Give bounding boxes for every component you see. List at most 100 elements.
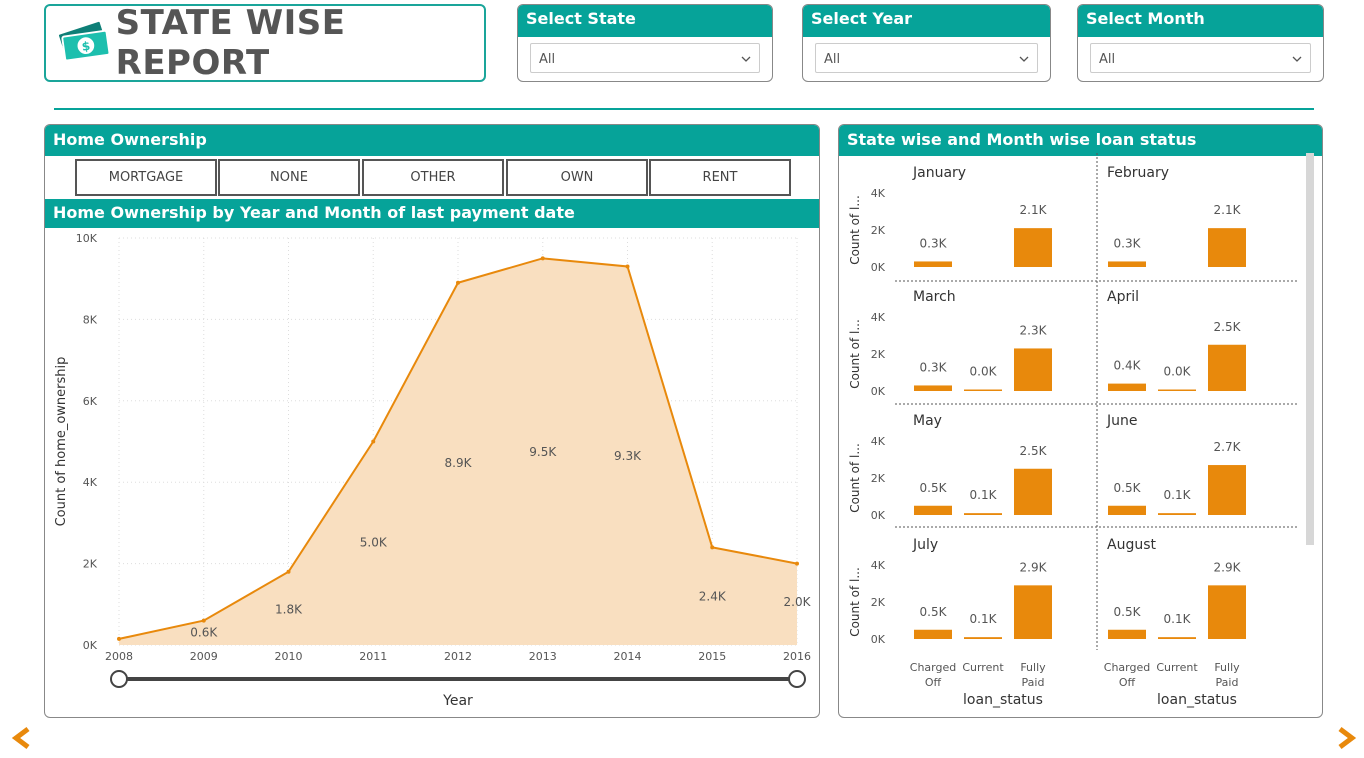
month-slicer-label: Select Month: [1078, 5, 1323, 37]
y-axis-title: Count of l...: [848, 195, 862, 265]
range-slider-start-handle[interactable]: [110, 670, 128, 688]
svg-text:$: $: [81, 39, 91, 54]
panel-month-label: April: [1107, 289, 1139, 305]
bar-data-label: 2.7K: [1214, 440, 1242, 454]
panel-month-label: February: [1107, 165, 1169, 181]
data-label: 9.3K: [614, 449, 642, 463]
bar: [1208, 585, 1246, 639]
data-label: 2.4K: [699, 589, 727, 603]
data-point: [117, 636, 121, 641]
x-tick-label: 2015: [698, 650, 726, 663]
bar-data-label: 0.1K: [970, 488, 998, 502]
x-tick-label: Paid: [1022, 676, 1045, 689]
x-tick-label: Off: [1119, 676, 1136, 689]
y-tick-label: 2K: [871, 596, 886, 609]
y-tick-label: 0K: [83, 639, 98, 652]
bar: [964, 389, 1002, 391]
x-axis-title: Year: [442, 693, 473, 709]
x-tick-label: 2016: [783, 650, 811, 663]
y-tick-label: 2K: [871, 472, 886, 485]
money-icon: $: [57, 20, 111, 62]
ownership-button-rent[interactable]: RENT: [649, 159, 791, 196]
bar: [1108, 383, 1146, 391]
state-dropdown-value: All: [539, 52, 556, 67]
data-label: 8.9K: [445, 456, 473, 470]
bar: [1014, 228, 1052, 267]
range-slider-end-handle[interactable]: [788, 670, 806, 688]
year-slicer: Select Year All: [802, 4, 1051, 82]
previous-page-icon[interactable]: [10, 726, 32, 750]
data-point: [201, 618, 206, 623]
chevron-down-icon: [1019, 56, 1029, 62]
x-axis-title: loan_status: [963, 692, 1043, 708]
bar: [1158, 513, 1196, 515]
state-dropdown[interactable]: All: [530, 43, 760, 73]
scrollbar-thumb[interactable]: [1306, 153, 1314, 545]
bar-data-label: 0.3K: [920, 236, 948, 250]
y-tick-label: 4K: [871, 435, 886, 448]
month-slicer: Select Month All: [1077, 4, 1324, 82]
data-point: [710, 545, 715, 550]
y-axis-title: Count of l...: [848, 567, 862, 637]
bar: [914, 505, 952, 515]
bar-data-label: 0.1K: [1164, 488, 1192, 502]
next-page-icon[interactable]: [1336, 726, 1358, 750]
y-tick-label: 6K: [83, 395, 98, 408]
bar: [1208, 465, 1246, 515]
x-tick-label: 2010: [275, 650, 303, 663]
x-axis-title: loan_status: [1157, 692, 1237, 708]
x-tick-label: Paid: [1216, 676, 1239, 689]
data-point: [371, 439, 376, 444]
bar: [1014, 348, 1052, 391]
x-tick-label: Current: [962, 661, 1004, 674]
y-tick-label: 8K: [83, 313, 98, 326]
data-point: [540, 256, 545, 261]
bar-data-label: 2.1K: [1020, 203, 1048, 217]
year-dropdown[interactable]: All: [815, 43, 1038, 73]
state-slicer-label: Select State: [518, 5, 772, 37]
data-label: 0.6K: [190, 626, 218, 640]
y-tick-label: 0K: [871, 261, 886, 274]
x-tick-label: Fully: [1214, 661, 1240, 674]
data-point: [795, 561, 799, 566]
ownership-button-own[interactable]: OWN: [506, 159, 648, 196]
bar-data-label: 0.1K: [970, 612, 998, 626]
panel-month-label: June: [1106, 413, 1138, 429]
data-point: [456, 280, 460, 285]
year-slicer-label: Select Year: [803, 5, 1050, 37]
panel-month-label: August: [1107, 537, 1157, 553]
bar-data-label: 2.5K: [1214, 320, 1242, 334]
ownership-button-none[interactable]: NONE: [218, 159, 360, 196]
chevron-down-icon: [741, 56, 751, 62]
y-tick-label: 4K: [871, 187, 886, 200]
ownership-button-other[interactable]: OTHER: [362, 159, 504, 196]
x-tick-label: Charged: [1104, 661, 1150, 674]
x-tick-label: 2008: [105, 650, 133, 663]
bar: [964, 513, 1002, 515]
month-dropdown[interactable]: All: [1090, 43, 1311, 73]
bar-data-label: 2.1K: [1214, 203, 1242, 217]
data-label: 5.0K: [360, 536, 388, 550]
bar-data-label: 0.0K: [1164, 365, 1192, 379]
panel-month-label: March: [913, 289, 956, 305]
ownership-button-mortgage[interactable]: MORTGAGE: [75, 159, 217, 196]
bar: [1158, 389, 1196, 391]
x-tick-label: 2009: [190, 650, 218, 663]
data-label: 1.8K: [275, 603, 303, 617]
year-dropdown-value: All: [824, 52, 841, 67]
bar-data-label: 0.5K: [1114, 605, 1142, 619]
x-tick-label: 2013: [529, 650, 557, 663]
bar: [1014, 468, 1052, 515]
report-title-card: $ STATE WISE REPORT: [44, 3, 486, 83]
home-ownership-area-chart: 0K 2K 4K 6K 8K 10K 2008 2009 2010 2011 2012 2013 201…: [54, 232, 812, 709]
bar: [964, 637, 1002, 639]
y-tick-label: 2K: [871, 348, 886, 361]
y-tick-label: 10K: [76, 232, 98, 245]
bar: [1014, 585, 1052, 639]
y-tick-label: 2K: [871, 224, 886, 237]
y-axis-title: Count of l...: [848, 319, 862, 389]
header-divider: [54, 108, 1314, 110]
panel-month-label: July: [912, 537, 938, 553]
y-tick-label: 0K: [871, 509, 886, 522]
bar: [1108, 261, 1146, 267]
